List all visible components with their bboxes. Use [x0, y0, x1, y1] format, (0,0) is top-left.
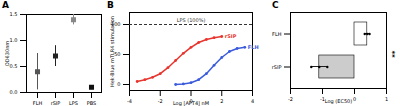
svg-text:rSIP: rSIP	[272, 64, 282, 70]
svg-text:Log (EC50): Log (EC50)	[325, 98, 352, 105]
svg-text:-2: -2	[288, 96, 293, 102]
svg-text:0.5: 0.5	[10, 63, 18, 69]
html-text:C: C	[272, 0, 279, 10]
svg-text:1: 1	[385, 96, 388, 102]
svg-text:0: 0	[117, 81, 120, 87]
svg-text:1.5: 1.5	[10, 11, 18, 17]
svg-text:2: 2	[220, 98, 223, 104]
svg-text:-4: -4	[127, 98, 132, 104]
svg-text:PBS: PBS	[87, 100, 97, 106]
svg-text:-2: -2	[158, 98, 163, 104]
html-text:A: A	[2, 0, 9, 10]
svg-text:FLH: FLH	[272, 31, 282, 37]
svg-text:LPS: LPS	[69, 100, 78, 106]
svg-text:-1: -1	[320, 96, 325, 103]
svg-text:4: 4	[251, 98, 254, 104]
svg-text:0.0: 0.0	[10, 89, 18, 95]
svg-text:1.0: 1.0	[10, 37, 18, 43]
svg-text:FLH: FLH	[248, 44, 259, 50]
svg-text:rSIP: rSIP	[51, 100, 61, 106]
svg-text:Hek-Blue mTLR4 stimulation: Hek-Blue mTLR4 stimulation	[109, 16, 115, 87]
svg-text:Log [APT4] nM: Log [APT4] nM	[173, 100, 209, 106]
svg-text:**: **	[391, 50, 399, 58]
svg-text:50: 50	[114, 51, 120, 57]
svg-text:100: 100	[111, 21, 121, 28]
svg-text:LPS (100%): LPS (100%)	[177, 17, 206, 23]
html-text:B: B	[107, 0, 114, 10]
svg-text:FLH: FLH	[33, 100, 43, 106]
svg-text:0: 0	[353, 96, 356, 102]
svg-text:rSIP: rSIP	[225, 33, 237, 39]
svg-text:OD630nm: OD630nm	[4, 41, 10, 66]
